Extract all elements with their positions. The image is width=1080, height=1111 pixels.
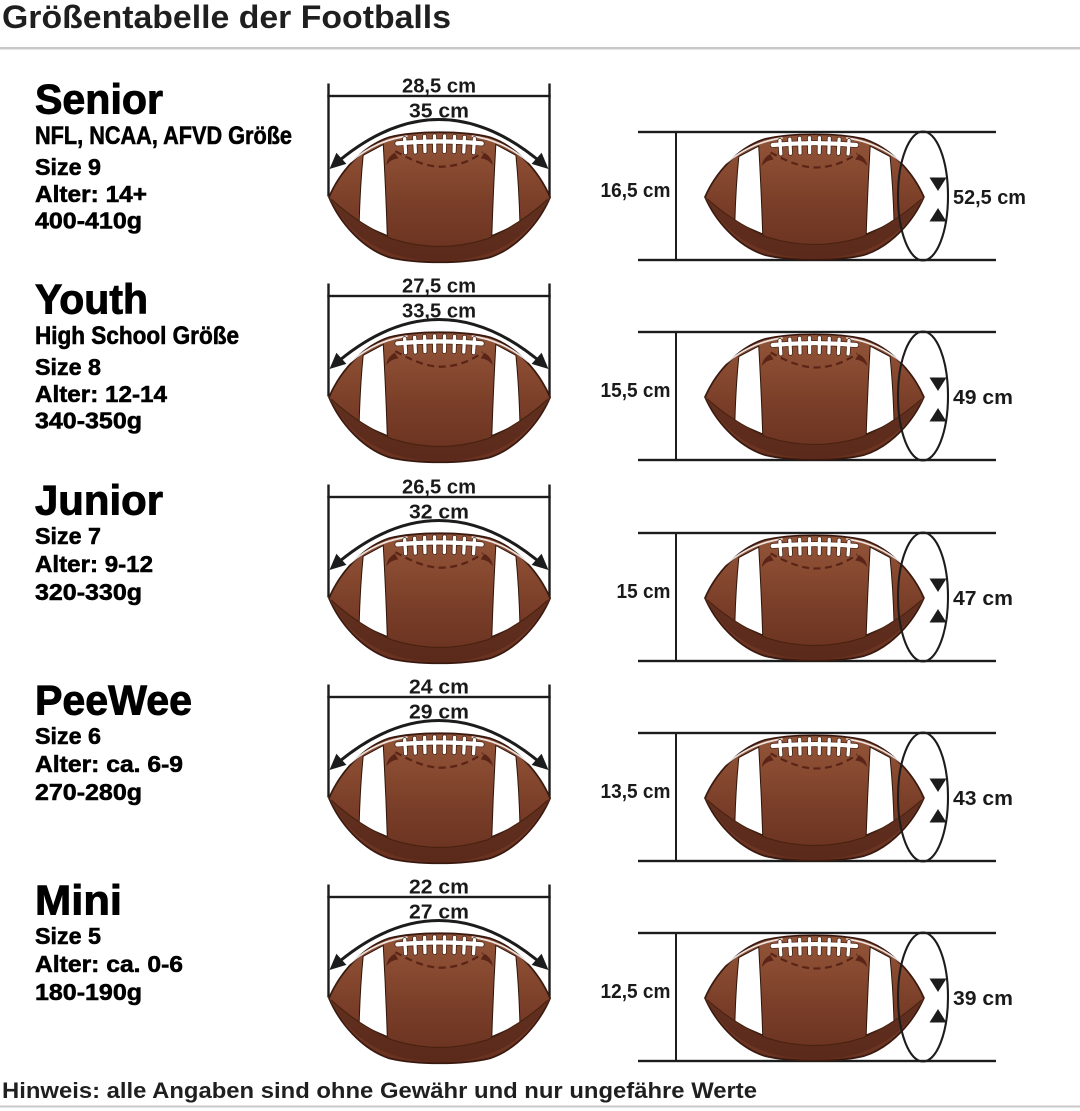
svg-text:Size 6: Size 6 (35, 723, 101, 749)
svg-text:47 cm: 47 cm (953, 588, 1013, 610)
svg-text:180-190g: 180-190g (35, 979, 142, 1005)
svg-text:NFL, NCAA, AFVD Größe: NFL, NCAA, AFVD Größe (35, 122, 292, 150)
svg-text:22 cm: 22 cm (409, 877, 469, 899)
svg-text:Größentabelle der Footballs: Größentabelle der Footballs (2, 0, 451, 35)
svg-text:340-350g: 340-350g (35, 408, 142, 434)
svg-text:Size 8: Size 8 (35, 354, 101, 380)
svg-text:39 cm: 39 cm (953, 988, 1013, 1010)
svg-text:Mini: Mini (35, 877, 122, 924)
svg-text:270-280g: 270-280g (35, 779, 142, 805)
svg-text:28,5 cm: 28,5 cm (402, 76, 476, 98)
svg-text:52,5 cm: 52,5 cm (953, 187, 1026, 209)
svg-text:35 cm: 35 cm (409, 101, 469, 123)
svg-text:Size 9: Size 9 (35, 154, 101, 180)
svg-text:15,5 cm: 15,5 cm (601, 380, 671, 402)
svg-text:Senior: Senior (35, 76, 163, 123)
svg-text:Alter: ca. 6-9: Alter: ca. 6-9 (35, 751, 183, 777)
svg-text:26,5 cm: 26,5 cm (402, 477, 476, 499)
svg-text:Alter: 12-14: Alter: 12-14 (35, 381, 167, 407)
svg-text:Hinweis: alle Angaben sind ohn: Hinweis: alle Angaben sind ohne Gewähr u… (2, 1078, 757, 1103)
svg-text:49 cm: 49 cm (953, 387, 1013, 409)
svg-text:29 cm: 29 cm (409, 702, 469, 724)
svg-text:24 cm: 24 cm (409, 677, 469, 699)
svg-text:15 cm: 15 cm (617, 581, 671, 603)
svg-text:Youth: Youth (35, 276, 148, 323)
svg-text:27,5 cm: 27,5 cm (402, 276, 476, 298)
svg-text:32 cm: 32 cm (409, 502, 469, 524)
svg-text:320-330g: 320-330g (35, 579, 142, 605)
svg-text:Size 5: Size 5 (35, 923, 101, 949)
svg-text:400-410g: 400-410g (35, 208, 142, 234)
svg-text:Size 7: Size 7 (35, 523, 101, 549)
svg-text:12,5 cm: 12,5 cm (601, 981, 671, 1003)
svg-text:27 cm: 27 cm (409, 902, 469, 924)
svg-text:Alter: 14+: Alter: 14+ (35, 181, 147, 207)
svg-text:Alter: ca. 0-6: Alter: ca. 0-6 (35, 951, 183, 977)
svg-text:High School Größe: High School Größe (35, 322, 239, 350)
svg-text:Junior: Junior (35, 477, 163, 524)
svg-text:16,5 cm: 16,5 cm (601, 180, 671, 202)
svg-text:PeeWee: PeeWee (35, 677, 192, 724)
svg-text:33,5 cm: 33,5 cm (402, 301, 476, 323)
svg-text:13,5 cm: 13,5 cm (601, 781, 671, 803)
svg-text:43 cm: 43 cm (953, 788, 1013, 810)
svg-text:Alter: 9-12: Alter: 9-12 (35, 551, 153, 577)
